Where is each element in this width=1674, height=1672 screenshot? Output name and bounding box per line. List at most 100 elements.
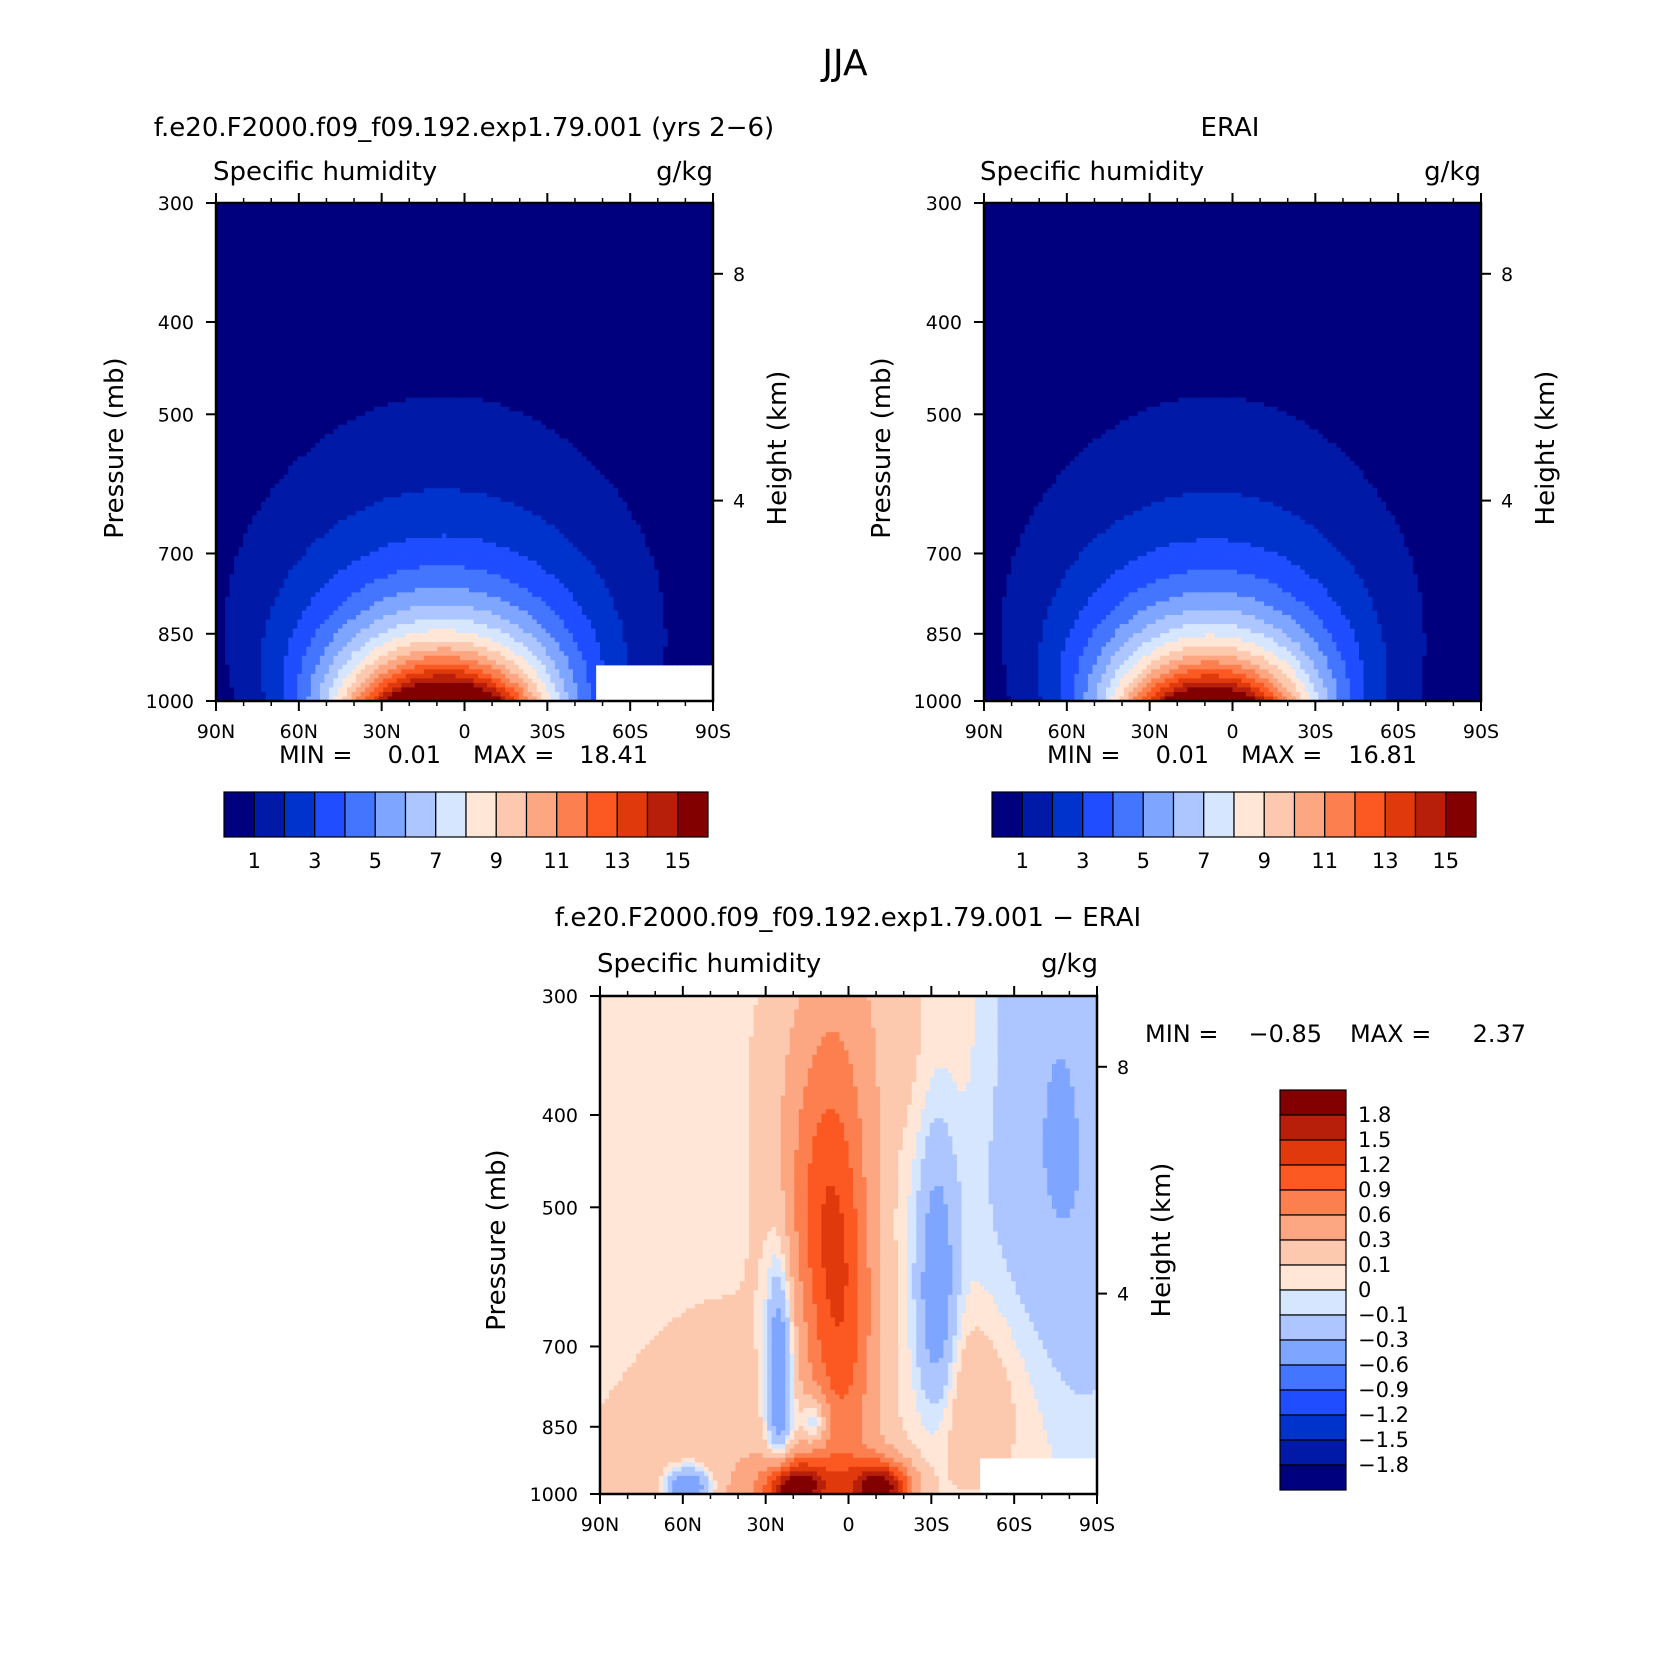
contour-cell: [279, 234, 285, 240]
contour-cell: [410, 624, 416, 630]
contour-cell: [374, 488, 380, 494]
contour-cell: [261, 365, 267, 372]
contour-cell: [405, 510, 411, 516]
contour-cell: [351, 411, 357, 417]
contour-cell: [265, 370, 271, 376]
contour-cell: [383, 560, 389, 566]
contour-cell: [243, 275, 249, 281]
contour-cell: [369, 203, 375, 209]
contour-cell: [378, 320, 384, 326]
contour-cell: [392, 447, 398, 453]
contour-cell: [270, 239, 276, 245]
contour-cell: [328, 212, 335, 218]
contour-cell: [234, 379, 240, 385]
contour-cell: [342, 293, 348, 299]
contour-cell: [315, 429, 321, 435]
contour-cell: [261, 565, 267, 571]
contour-cell: [414, 587, 420, 593]
contour-cell: [369, 275, 375, 281]
contour-cell: [279, 664, 285, 670]
contour-cell: [306, 596, 312, 602]
contour-cell: [396, 397, 402, 403]
contour-cell: [261, 569, 267, 575]
contour-cell: [229, 538, 235, 544]
contour-cell: [247, 433, 253, 440]
contour-cell: [306, 542, 312, 548]
contour-cell: [378, 569, 384, 575]
contour-cell: [360, 678, 366, 684]
contour-cell: [229, 365, 235, 372]
contour-cell: [374, 678, 380, 684]
contour-cell: [234, 289, 240, 295]
contour-cell: [356, 528, 362, 535]
contour-cell: [356, 302, 362, 308]
contour-cell: [256, 483, 262, 489]
contour-cell: [234, 687, 240, 693]
contour-cell: [279, 465, 285, 471]
contour-cell: [319, 311, 326, 317]
contour-cell: [401, 379, 407, 385]
contour-cell: [365, 533, 371, 539]
contour-cell: [383, 329, 389, 335]
contour-cell: [410, 347, 416, 353]
contour-cell: [265, 379, 271, 385]
contour-cell: [292, 492, 298, 498]
contour-cell: [392, 470, 398, 476]
contour-cell: [328, 243, 335, 249]
contour-cell: [261, 447, 267, 453]
contour-cell: [374, 415, 380, 421]
contour-cell: [256, 216, 262, 222]
contour-cell: [270, 361, 276, 367]
contour-cell: [410, 248, 416, 254]
contour-cell: [410, 406, 416, 412]
contour-cell: [392, 569, 398, 575]
contour-cell: [396, 289, 402, 295]
contour-cell: [414, 334, 420, 340]
contour-cell: [378, 556, 384, 562]
contour-cell: [401, 402, 407, 408]
contour-cell: [225, 234, 231, 240]
contour-cell: [256, 207, 262, 213]
contour-cell: [225, 492, 231, 498]
contour-cell: [306, 524, 312, 530]
contour-cell: [319, 565, 326, 571]
contour-cell: [306, 574, 312, 580]
contour-cell: [315, 225, 321, 231]
contour-cell: [333, 465, 339, 471]
contour-cell: [378, 646, 384, 652]
contour-cell: [347, 397, 353, 403]
contour-cell: [360, 619, 366, 625]
contour-cell: [238, 266, 244, 272]
contour-cell: [347, 456, 353, 462]
contour-cell: [369, 225, 375, 231]
contour-cell: [247, 347, 253, 353]
contour-cell: [252, 257, 258, 263]
contour-cell: [315, 664, 321, 670]
contour-cell: [383, 669, 389, 675]
contour-cell: [292, 461, 298, 467]
contour-cell: [319, 691, 326, 698]
contour-cell: [319, 660, 326, 666]
contour-cell: [387, 569, 393, 575]
contour-cell: [401, 225, 407, 231]
contour-cell: [333, 596, 339, 602]
contour-cell: [288, 261, 294, 267]
contour-cell: [401, 691, 407, 698]
contour-cell: [265, 515, 271, 521]
contour-cell: [225, 438, 231, 444]
contour-cell: [220, 420, 226, 426]
contour-cell: [288, 329, 294, 335]
contour-cell: [401, 614, 407, 621]
contour-cell: [288, 637, 294, 643]
contour-cell: [347, 461, 353, 467]
contour-cell: [229, 311, 235, 317]
contour-cell: [319, 655, 326, 661]
contour-cell: [279, 329, 285, 335]
contour-cell: [383, 687, 389, 693]
contour-cell: [288, 424, 294, 430]
contour-cell: [297, 384, 303, 390]
contour-cell: [292, 252, 298, 258]
contour-cell: [243, 338, 249, 344]
contour-cell: [401, 592, 407, 598]
contour-cell: [365, 320, 371, 326]
